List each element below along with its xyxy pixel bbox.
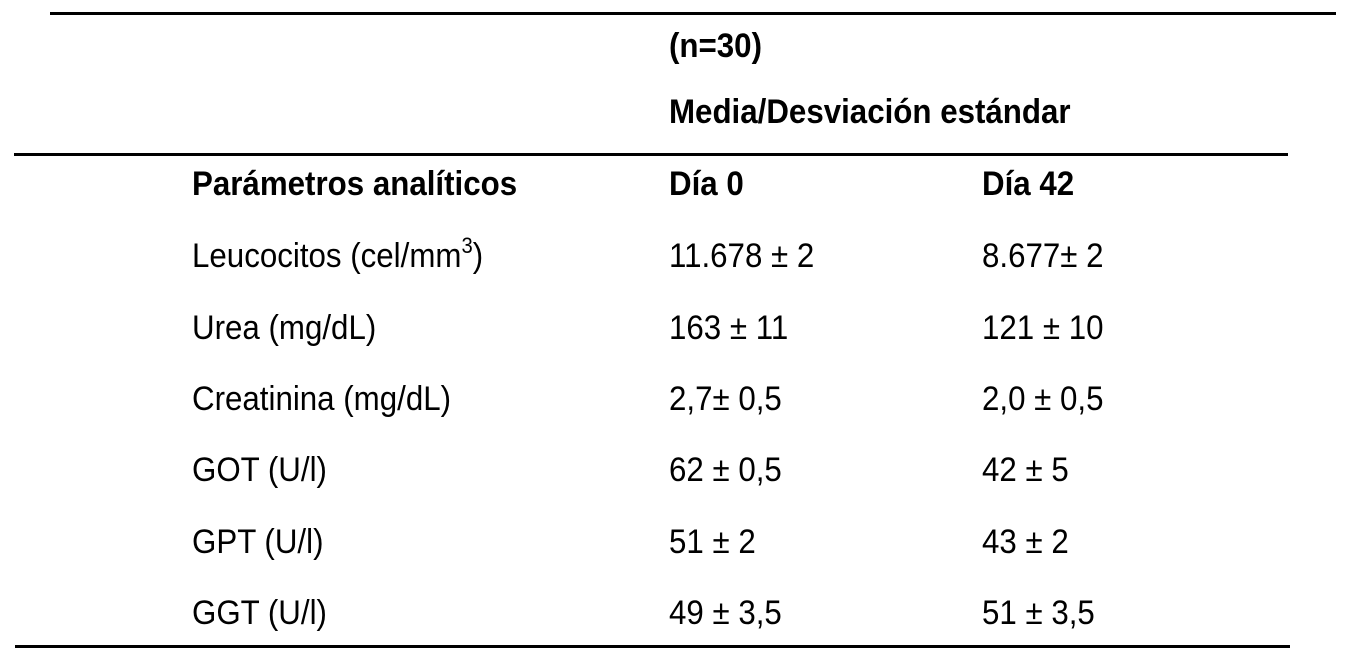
table-bottom-rule — [15, 645, 1290, 648]
table-cell-day42: 8.677± 2 — [982, 236, 1104, 276]
table-row-param: Leucocitos (cel/mm3) — [192, 236, 483, 276]
table-cell-day0: 62 ± 0,5 — [669, 450, 782, 490]
column-header-day-0: Día 0 — [669, 164, 744, 204]
table-cell-day42: 43 ± 2 — [982, 522, 1069, 562]
superscript: 3 — [461, 233, 472, 258]
table-row-param: GGT (U/l) — [192, 593, 327, 633]
table-cell-day42: 121 ± 10 — [982, 308, 1104, 348]
table-cell-day0: 49 ± 3,5 — [669, 593, 782, 633]
table-cell-day42: 42 ± 5 — [982, 450, 1069, 490]
table-cell-day42: 2,0 ± 0,5 — [982, 379, 1104, 419]
column-header-day-42: Día 42 — [982, 164, 1074, 204]
table-row-param: GPT (U/l) — [192, 522, 324, 562]
sample-size-label: (n=30) — [669, 26, 762, 66]
column-header-parameters: Parámetros analíticos — [192, 164, 517, 204]
statistic-label: Media/Desviación estándar — [669, 92, 1071, 132]
table-cell-day0: 163 ± 11 — [669, 308, 788, 348]
table-cell-day0: 51 ± 2 — [669, 522, 756, 562]
table-cell-day42: 51 ± 3,5 — [982, 593, 1095, 633]
table-cell-day0: 2,7± 0,5 — [669, 379, 782, 419]
table-cell-day0: 11.678 ± 2 — [669, 236, 814, 276]
table-row-param: Urea (mg/dL) — [192, 308, 376, 348]
table-header-rule — [14, 153, 1288, 156]
table-row-param: GOT (U/l) — [192, 450, 327, 490]
table-top-rule — [50, 12, 1336, 15]
table-row-param: Creatinina (mg/dL) — [192, 379, 451, 419]
